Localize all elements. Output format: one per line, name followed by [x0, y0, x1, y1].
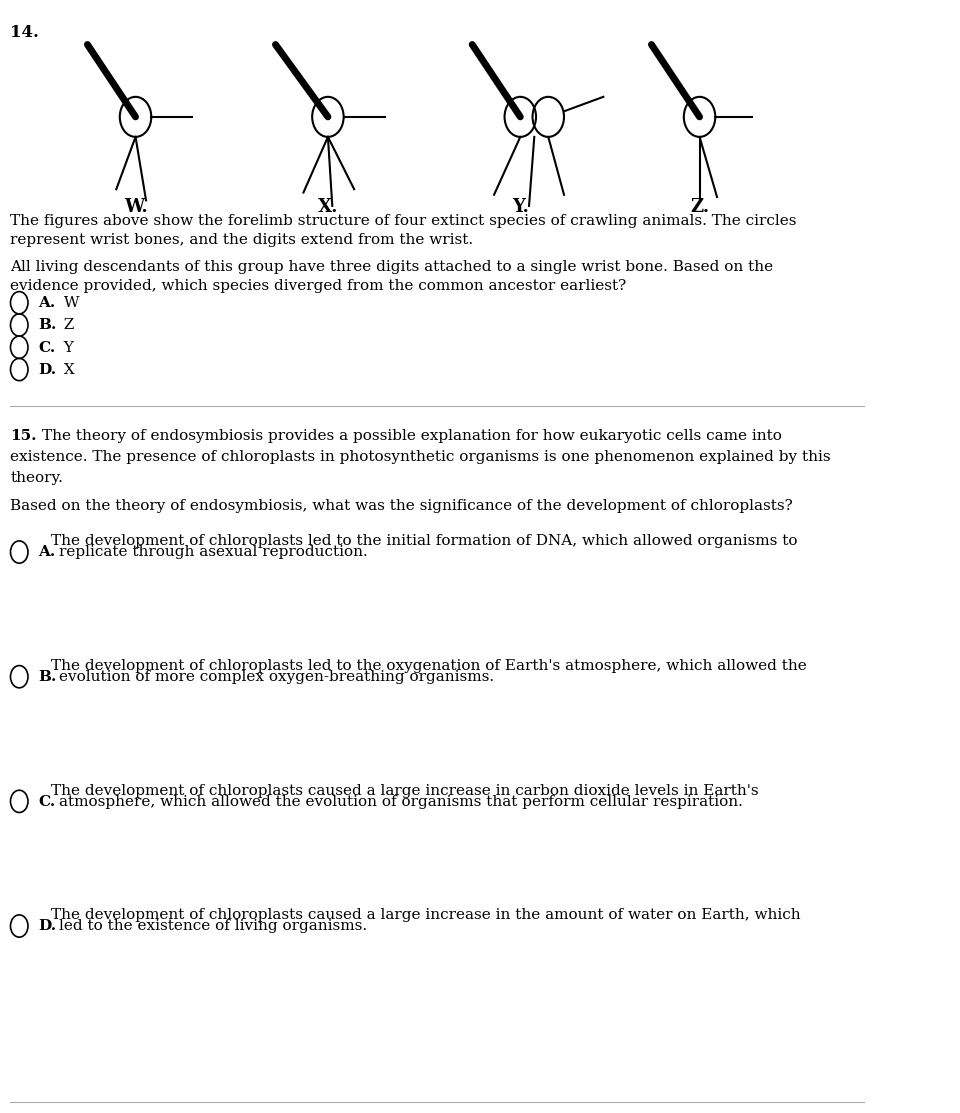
Text: replicate through asexual reproduction.: replicate through asexual reproduction.: [60, 545, 369, 560]
Text: 14.: 14.: [11, 24, 39, 41]
Text: Based on the theory of endosymbiosis, what was the significance of the developme: Based on the theory of endosymbiosis, wh…: [11, 499, 793, 513]
Text: evidence provided, which species diverged from the common ancestor earliest?: evidence provided, which species diverge…: [11, 279, 627, 294]
Text: W: W: [60, 296, 80, 311]
Text: Y: Y: [60, 341, 74, 355]
Text: B.: B.: [38, 318, 57, 333]
Text: represent wrist bones, and the digits extend from the wrist.: represent wrist bones, and the digits ex…: [11, 233, 473, 247]
Text: A.: A.: [38, 296, 56, 311]
Text: evolution of more complex oxygen-breathing organisms.: evolution of more complex oxygen-breathi…: [60, 670, 494, 684]
Text: theory.: theory.: [11, 471, 63, 485]
Text: X.: X.: [318, 198, 338, 216]
Text: The figures above show the forelimb structure of four extinct species of crawlin: The figures above show the forelimb stru…: [11, 214, 797, 228]
Text: The development of chloroplasts caused a large increase in carbon dioxide levels: The development of chloroplasts caused a…: [51, 784, 758, 798]
Text: C.: C.: [38, 341, 56, 355]
Text: W.: W.: [124, 198, 148, 216]
Text: Z.: Z.: [690, 198, 709, 216]
Text: 15.: 15.: [11, 429, 37, 443]
Text: The development of chloroplasts led to the oxygenation of Earth's atmosphere, wh: The development of chloroplasts led to t…: [51, 659, 806, 673]
Text: Y.: Y.: [512, 198, 529, 216]
Text: atmosphere, which allowed the evolution of organisms that perform cellular respi: atmosphere, which allowed the evolution …: [60, 795, 743, 809]
Text: The theory of endosymbiosis provides a possible explanation for how eukaryotic c: The theory of endosymbiosis provides a p…: [42, 429, 781, 443]
Text: C.: C.: [38, 795, 56, 809]
Text: The development of chloroplasts led to the initial formation of DNA, which allow: The development of chloroplasts led to t…: [51, 534, 797, 549]
Text: led to the existence of living organisms.: led to the existence of living organisms…: [60, 919, 368, 934]
Text: A.: A.: [38, 545, 56, 560]
Text: D.: D.: [38, 919, 57, 934]
Text: B.: B.: [38, 670, 57, 684]
Text: All living descendants of this group have three digits attached to a single wris: All living descendants of this group hav…: [11, 260, 774, 275]
Text: X: X: [60, 363, 75, 377]
Text: Z: Z: [60, 318, 75, 333]
Text: The development of chloroplasts caused a large increase in the amount of water o: The development of chloroplasts caused a…: [51, 908, 801, 923]
Text: D.: D.: [38, 363, 57, 377]
Text: existence. The presence of chloroplasts in photosynthetic organisms is one pheno: existence. The presence of chloroplasts …: [11, 450, 831, 464]
